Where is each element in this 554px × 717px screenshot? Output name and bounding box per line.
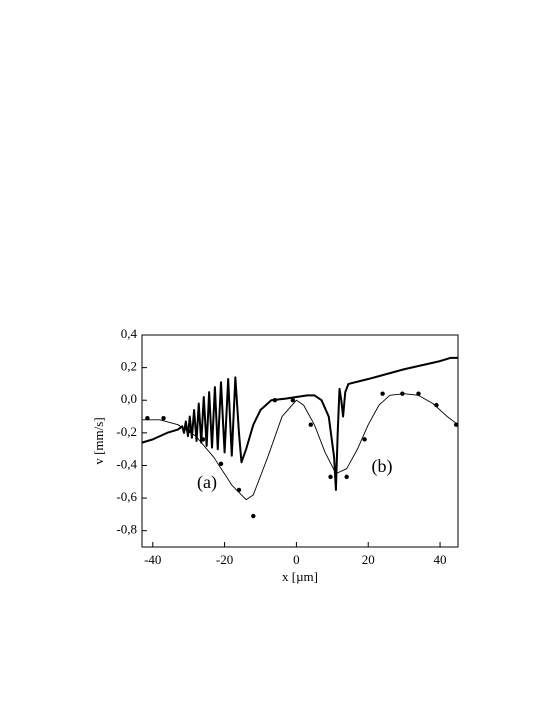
point (186, 429, 191, 434)
y-tick-label: -0,4 (116, 456, 137, 471)
y-axis-label: v [mm/s] (91, 417, 106, 464)
y-tick-label: -0,8 (116, 522, 137, 537)
point (290, 398, 296, 403)
y-tick-label: 0,4 (121, 326, 138, 341)
annotation: (b) (372, 456, 393, 477)
x-axis-label: x [µm] (282, 569, 318, 584)
y-tick-label: -0,2 (116, 424, 137, 439)
point (400, 391, 405, 396)
point (380, 391, 385, 396)
x-tick-label: 40 (434, 552, 447, 567)
plot-frame (141, 334, 459, 548)
point (251, 513, 256, 519)
line (142, 393, 459, 501)
y-tick-label: -0,6 (116, 489, 137, 504)
point (328, 474, 333, 480)
point (308, 422, 313, 427)
x-tick-label: -40 (144, 552, 161, 567)
point (145, 415, 150, 421)
x-tick-label: -20 (216, 552, 233, 567)
y-tick-label: 0,2 (121, 359, 137, 374)
point (434, 402, 439, 408)
point (454, 422, 459, 427)
point (218, 461, 224, 467)
annotation: (a) (197, 472, 217, 493)
point (236, 487, 242, 493)
point (344, 474, 349, 480)
point (416, 391, 421, 396)
line (141, 356, 458, 491)
x-tick-label: 0 (293, 552, 300, 567)
y-tick-label: 0,0 (121, 391, 137, 406)
x-tick-label: 20 (362, 552, 375, 567)
point (161, 415, 166, 421)
point (272, 398, 278, 403)
point (362, 437, 367, 442)
point (200, 437, 206, 442)
